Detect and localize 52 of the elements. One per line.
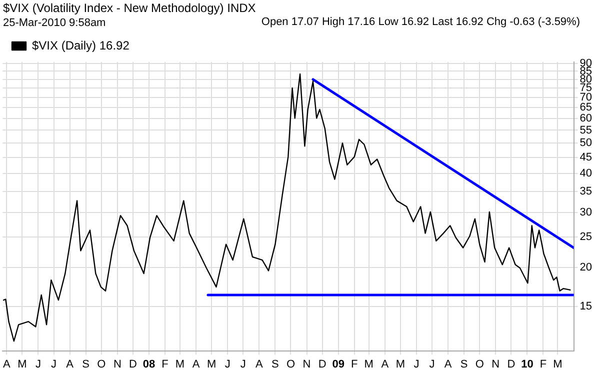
x-tick-label: A <box>192 358 200 370</box>
y-tick-label: 15 <box>580 300 592 312</box>
legend-label: $VIX (Daily) 16.92 <box>32 38 130 52</box>
x-tick-label: M <box>175 358 185 370</box>
text: 25-Mar-2010 9:58am <box>3 17 106 29</box>
y-tick-label: 65 <box>580 102 592 114</box>
x-tick-label: D <box>318 358 326 370</box>
x-tick-label: J <box>51 358 57 370</box>
x-tick-label: S <box>272 358 279 370</box>
y-tick-label: 20 <box>580 261 592 274</box>
y-tick-label: 25 <box>580 231 592 244</box>
x-tick-label: M <box>553 358 562 370</box>
x-tick-label: O <box>286 358 296 370</box>
x-tick-label: O <box>475 358 484 370</box>
x-tick-label: O <box>97 358 106 370</box>
y-tick-label: 60 <box>580 112 592 124</box>
x-tick-label: J <box>429 358 435 370</box>
x-tick-label: A <box>444 358 452 370</box>
x-tick-label: F <box>351 358 358 370</box>
x-tick-label: 10 <box>521 358 534 370</box>
y-tick-label: 35 <box>580 186 592 198</box>
x-tick-label: S <box>460 358 468 370</box>
x-tick-label: 09 <box>332 358 344 370</box>
x-tick-label: F <box>162 358 169 370</box>
x-tick-label: D <box>507 358 516 370</box>
y-tick-label: 40 <box>580 167 592 180</box>
chart-title: $VIX (Volatility Index - New Methodology) INDX <box>3 1 256 15</box>
x-tick-label: M <box>396 358 406 370</box>
x-tick-label: J <box>414 358 420 370</box>
x-tick-label: J <box>35 358 41 370</box>
x-tick-label: N <box>302 358 311 370</box>
x-tick-label: A <box>256 358 264 370</box>
x-tick-label: A <box>66 358 74 370</box>
x-tick-label: M <box>206 358 216 370</box>
y-tick-label: 45 <box>580 151 592 164</box>
x-tick-label: N <box>113 358 122 370</box>
x-tick-label: S <box>82 358 90 370</box>
x-tick-label: D <box>128 358 137 370</box>
x-tick-label: A <box>381 358 390 370</box>
y-tick-label: 70 <box>580 92 592 104</box>
x-tick-label: M <box>18 358 27 370</box>
text: Open 17.07 High 17.16 Low 16.92 Last 16.92 Chg -0.63 (-3.59%) <box>261 16 580 28</box>
x-tick-label: A <box>3 358 12 370</box>
x-tick-label: M <box>364 358 374 370</box>
x-tick-label: J <box>240 358 246 370</box>
y-tick-label: 50 <box>580 137 592 150</box>
x-tick-label: 08 <box>142 358 156 370</box>
y-tick-label: 55 <box>580 124 592 136</box>
y-tick-label: 30 <box>580 206 592 218</box>
x-tick-label: F <box>540 358 547 370</box>
x-tick-label: N <box>492 358 500 370</box>
x-tick-label: J <box>224 358 230 370</box>
